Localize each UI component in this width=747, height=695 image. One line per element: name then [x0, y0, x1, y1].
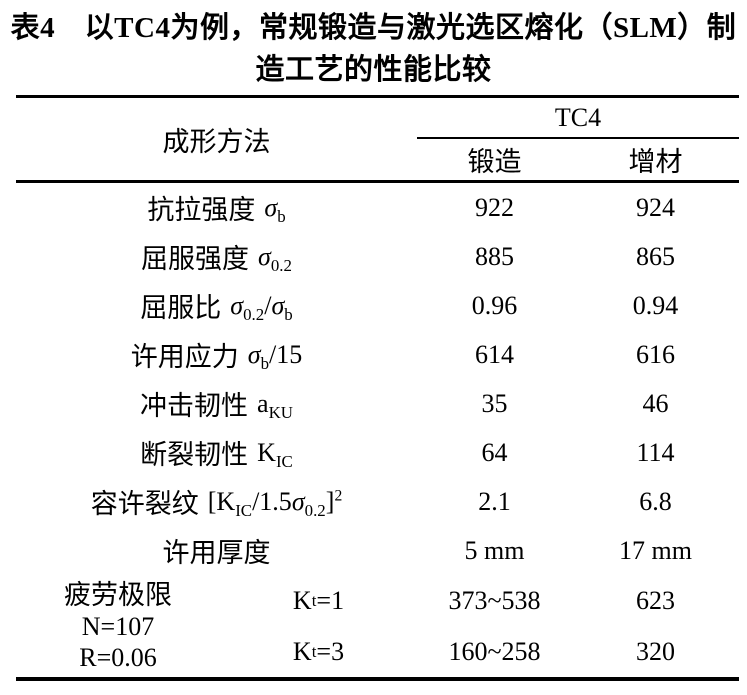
table-header-rule — [16, 180, 739, 183]
property-symbol: σb — [264, 192, 286, 226]
property-symbol: σb/15 — [247, 339, 303, 373]
fatigue-kt3-forging-value: 160~258 — [448, 636, 541, 666]
table-top-rule — [16, 95, 739, 98]
property-symbol: aKU — [257, 388, 293, 422]
fatigue-kt1-forging-value: 373~538 — [448, 585, 541, 615]
property-name: 屈服比 — [140, 293, 222, 323]
cell-forging-value: 2.1 — [478, 486, 511, 516]
table-title: 表4 以TC4为例，常规锻造与激光选区熔化（SLM）制 造工艺的性能比较 — [0, 0, 747, 91]
cell-forging-value: 885 — [475, 241, 514, 271]
fatigue-cycles: N=107 — [81, 611, 155, 641]
fatigue-label: 疲劳极限 — [64, 579, 172, 610]
property-symbol: σ0.2/σb — [230, 290, 293, 324]
fatigue-kt3-additive-value: 320 — [636, 636, 675, 666]
property-name: 冲击韧性 — [140, 391, 249, 421]
property-name: 断裂韧性 — [140, 440, 249, 470]
table-header: 成形方法 TC4 锻造 增材 — [16, 98, 739, 180]
fatigue-label-block: 疲劳极限 N=107 R=0.06 — [16, 575, 220, 677]
row-label-allowable-thickness: 许用厚度 — [16, 526, 417, 575]
cell-forging-value: 614 — [475, 339, 514, 369]
row-label-fracture-toughness: 断裂韧性 KIC — [16, 428, 417, 477]
cell-forging-value: 922 — [475, 192, 514, 222]
table-bottom-rule — [16, 677, 739, 681]
property-name: 许用应力 — [130, 342, 239, 372]
header-col-additive: 增材 — [628, 147, 683, 177]
cell-forging-value: 35 — [481, 388, 508, 418]
property-name: 许用厚度 — [162, 538, 271, 568]
row-label-yield-ratio: 屈服比 σ0.2/σb — [16, 281, 417, 330]
row-label-yield-strength: 屈服强度 σ0.2 — [16, 232, 417, 281]
row-label-tensile-strength: 抗拉强度 σb — [16, 183, 417, 232]
cell-additive-value: 0.94 — [632, 290, 679, 320]
table-title-line2: 造工艺的性能比较 — [255, 54, 492, 86]
header-group-tc4: TC4 — [417, 98, 739, 139]
property-name: 容许裂纹 — [90, 489, 199, 519]
cell-additive-value: 865 — [636, 241, 675, 271]
property-name: 屈服强度 — [141, 244, 250, 274]
fatigue-kt1-additive-value: 623 — [636, 585, 675, 615]
cell-additive-value: 6.8 — [639, 486, 672, 516]
cell-forging-value: 5 mm — [464, 535, 525, 565]
row-label-allowable-crack: 容许裂纹 [KIC/1.5σ0.2]2 — [16, 477, 417, 526]
table-title-line1: 表4 以TC4为例，常规锻造与激光选区熔化（SLM）制 — [10, 12, 737, 44]
row-label-allowable-stress: 许用应力 σb/15 — [16, 330, 417, 379]
cell-additive-value: 114 — [636, 437, 675, 467]
cell-additive-value: 17 mm — [619, 535, 692, 565]
row-label-impact-toughness: 冲击韧性 aKU — [16, 379, 417, 428]
cell-forging-value: 64 — [481, 437, 508, 467]
cell-additive-value: 924 — [636, 192, 675, 222]
fatigue-stress-ratio: R=0.06 — [79, 642, 157, 672]
header-method: 成形方法 — [162, 126, 271, 157]
property-symbol: [KIC/1.5σ0.2]2 — [207, 486, 343, 520]
property-name: 抗拉强度 — [147, 195, 256, 225]
property-symbol: KIC — [257, 437, 293, 471]
cell-additive-value: 46 — [642, 388, 669, 418]
property-symbol: σ0.2 — [258, 241, 292, 275]
cell-forging-value: 0.96 — [471, 290, 518, 320]
cell-additive-value: 616 — [636, 339, 675, 369]
header-col-forging: 锻造 — [467, 147, 522, 177]
table-body: 抗拉强度 σb 922 924 屈服强度 σ0.2 885 865 屈服比 σ0… — [16, 183, 739, 575]
